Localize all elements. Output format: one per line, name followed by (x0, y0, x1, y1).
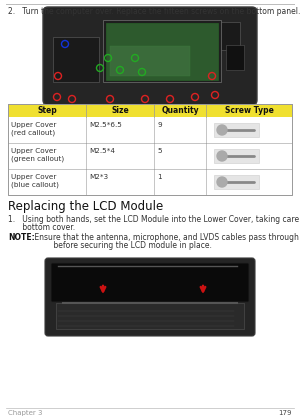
Bar (214, 123, 259, 137)
Bar (8, 143, 292, 169)
Bar (53, 37, 99, 82)
Text: (red callout): (red callout) (11, 130, 55, 136)
FancyBboxPatch shape (43, 7, 257, 105)
Bar (110, 46, 190, 76)
Text: M2*3: M2*3 (89, 174, 108, 180)
Bar (56, 303, 244, 329)
Text: Step: Step (37, 106, 57, 115)
Text: Quantity: Quantity (161, 106, 199, 115)
Bar (8, 169, 292, 195)
Text: bottom cover.: bottom cover. (8, 223, 75, 232)
Circle shape (217, 177, 227, 187)
Text: M2.5*4: M2.5*4 (89, 148, 115, 154)
Text: 2.   Turn the computer over. Replace the fifteen screws on the bottom panel.: 2. Turn the computer over. Replace the f… (8, 7, 300, 16)
Text: before securing the LCD module in place.: before securing the LCD module in place. (32, 241, 212, 250)
Bar (214, 175, 259, 189)
Bar (103, 20, 221, 82)
Text: 1: 1 (157, 174, 162, 180)
Text: Replacing the LCD Module: Replacing the LCD Module (8, 200, 163, 213)
Text: Screw Type: Screw Type (225, 106, 273, 115)
Text: NOTE:: NOTE: (8, 233, 35, 242)
Text: Upper Cover: Upper Cover (11, 148, 56, 154)
Bar (8, 104, 292, 117)
Text: 5: 5 (157, 148, 162, 154)
FancyBboxPatch shape (45, 258, 255, 336)
Bar (8, 104, 292, 195)
Text: M2.5*6.5: M2.5*6.5 (89, 122, 122, 128)
Text: Size: Size (111, 106, 129, 115)
Text: (green callout): (green callout) (11, 156, 64, 163)
Text: 9: 9 (157, 122, 162, 128)
Text: Ensure that the antenna, microphone, and LVDS cables pass through the openings o: Ensure that the antenna, microphone, and… (32, 233, 300, 242)
FancyBboxPatch shape (51, 263, 249, 302)
Bar (226, 45, 244, 70)
Bar (214, 149, 259, 163)
Text: 179: 179 (278, 410, 292, 416)
Text: Chapter 3: Chapter 3 (8, 410, 43, 416)
Text: (blue callout): (blue callout) (11, 182, 59, 189)
Circle shape (217, 151, 227, 161)
Bar (8, 117, 292, 143)
Text: 1.   Using both hands, set the LCD Module into the Lower Cover, taking care to s: 1. Using both hands, set the LCD Module … (8, 215, 300, 224)
Text: Upper Cover: Upper Cover (11, 174, 56, 180)
Circle shape (217, 125, 227, 135)
Bar (188, 22, 240, 50)
Bar (106, 23, 218, 80)
Text: Upper Cover: Upper Cover (11, 122, 56, 128)
